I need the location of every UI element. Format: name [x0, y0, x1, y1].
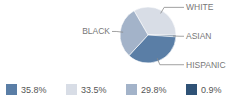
chart: WHITE ASIAN HISPANIC BLACK 35.8% 33.5% 29.8% 0.… — [0, 0, 240, 100]
legend-label: 29.8% — [141, 85, 167, 95]
pie-slice — [120, 11, 148, 56]
pie: WHITE ASIAN HISPANIC BLACK — [82, 2, 225, 69]
leader-line — [157, 58, 184, 65]
leader-line — [173, 35, 184, 36]
category-label: WHITE — [186, 2, 214, 12]
legend: 35.8% 33.5% 29.8% 0.9% — [6, 84, 222, 95]
legend-swatch — [126, 84, 137, 95]
legend-swatch — [186, 84, 197, 95]
leader-line — [112, 31, 123, 33]
legend-swatch — [66, 84, 77, 95]
legend-label: 33.5% — [81, 85, 107, 95]
legend-label: 0.9% — [201, 85, 222, 95]
category-label: ASIAN — [186, 31, 212, 41]
leader-line — [161, 7, 184, 13]
category-label: BLACK — [82, 26, 110, 36]
legend-label: 35.8% — [21, 85, 47, 95]
legend-swatch — [6, 84, 17, 95]
category-label: HISPANIC — [186, 60, 226, 70]
